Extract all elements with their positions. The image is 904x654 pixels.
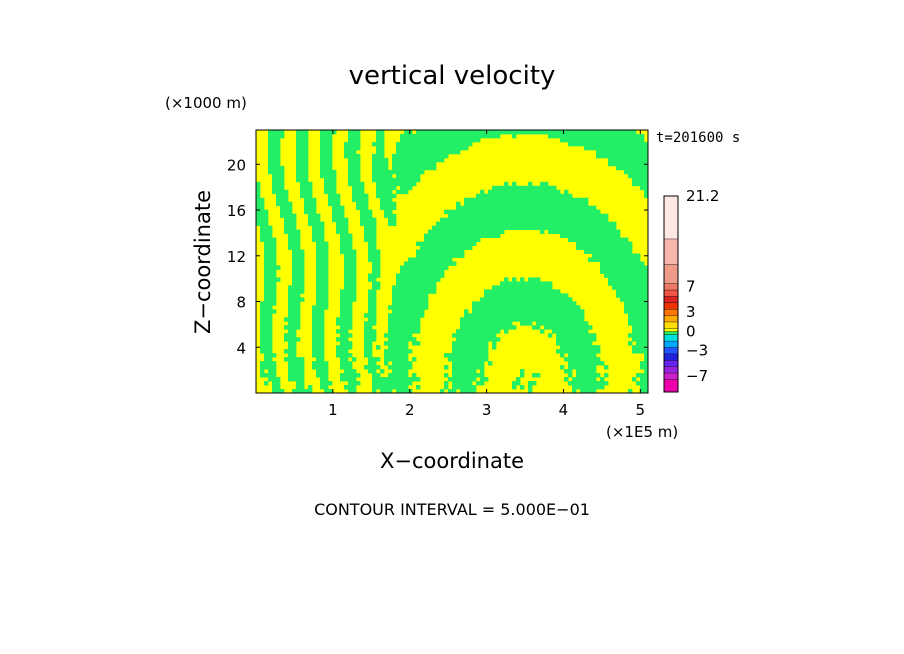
plot-frame xyxy=(255,129,649,394)
contour-interval-text: CONTOUR INTERVAL = 5.000E−01 xyxy=(314,500,590,519)
colorbar-band xyxy=(664,302,678,310)
colorbar-band xyxy=(664,372,678,380)
y-unit-label: (×1000 m) xyxy=(165,94,247,112)
colorbar-band xyxy=(664,340,678,348)
time-label: t=201600 s xyxy=(656,130,740,146)
colorbar-band xyxy=(664,328,678,332)
x-axis: 1 2 3 4 5 xyxy=(328,130,645,419)
colorbar: 21.2 7 30 −3 −7 xyxy=(663,187,719,393)
x-tick-label: 4 xyxy=(559,401,569,419)
colorbar-label: 7 xyxy=(686,278,696,296)
colorbar-label: −3 xyxy=(686,342,708,360)
y-axis-label: Z−coordinate xyxy=(191,190,215,334)
colorbar-band xyxy=(664,379,678,392)
colorbar-band xyxy=(664,289,678,297)
x-unit-label: (×1E5 m) xyxy=(606,423,678,441)
colorbar-band xyxy=(664,366,678,373)
y-tick-label: 12 xyxy=(227,248,246,266)
colorbar-band xyxy=(664,360,678,367)
colorbar-band xyxy=(664,353,678,361)
y-tick-label: 20 xyxy=(227,156,246,174)
colorbar-band xyxy=(664,296,678,303)
y-axis: 4 8 12 16 20 xyxy=(227,156,648,357)
colorbar-band xyxy=(664,321,678,329)
x-tick-label: 3 xyxy=(482,401,492,419)
colorbar-band xyxy=(664,347,678,354)
colorbar-band xyxy=(664,309,678,316)
plot-area xyxy=(255,129,649,394)
colorbar-band xyxy=(664,196,678,239)
x-tick-label: 5 xyxy=(636,401,646,419)
y-tick-label: 8 xyxy=(236,294,246,312)
colorbar-frame xyxy=(663,195,679,393)
colorbar-band xyxy=(664,264,678,284)
colorbar-label: 21.2 xyxy=(686,187,719,205)
velocity-field xyxy=(256,130,648,393)
x-tick-label: 1 xyxy=(328,401,338,419)
colorbar-band xyxy=(664,283,678,290)
x-tick-label: 2 xyxy=(405,401,415,419)
y-tick-label: 4 xyxy=(236,339,246,357)
colorbar-label: −7 xyxy=(686,367,708,385)
colorbar-band xyxy=(664,315,678,322)
colorbar-band xyxy=(664,331,678,335)
colorbar-label: 3 xyxy=(686,303,696,321)
colorbar-label: 0 xyxy=(686,322,696,340)
colorbar-band xyxy=(664,238,678,265)
colorbar-band xyxy=(664,334,678,341)
chart-title: vertical velocity xyxy=(349,61,556,91)
y-tick-label: 16 xyxy=(227,202,246,220)
x-axis-label: X−coordinate xyxy=(380,449,524,473)
